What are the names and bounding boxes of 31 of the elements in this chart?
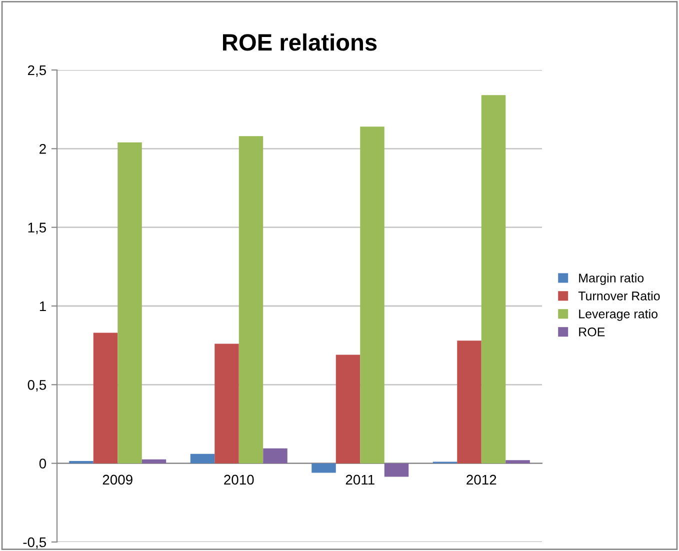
bar [384,463,409,477]
y-tick-label: 0 [39,458,46,469]
bar [118,142,142,464]
bar [69,460,94,464]
y-tick-label: 2,5 [28,65,46,77]
y-tick-label: 2 [40,144,46,154]
bar [263,448,288,464]
x-tick-label: 2011 [346,474,374,485]
bar [93,332,118,464]
bar [238,136,264,464]
legend-label: Margin ratio [579,273,644,285]
y-tick-label: 1 [40,301,46,312]
chart-title: ROE relations [223,33,377,51]
bar [360,126,384,464]
x-tick-label: 2010 [224,474,254,485]
bar [336,354,360,464]
x-tick-label: 2009 [102,474,132,485]
x-tick-label: 2012 [466,474,496,485]
legend-label: ROE [579,327,605,336]
bar [457,340,482,464]
bar [190,454,215,464]
y-tick-label: 0,5 [28,380,46,392]
legend-label: Leverage ratio [579,309,658,321]
bar [506,460,530,464]
bar [481,95,506,464]
bar [142,459,166,464]
bar [312,463,336,473]
legend-label: Turnover Ratio [578,291,660,300]
y-tick-label: 1,5 [28,222,46,234]
bar [214,344,239,464]
y-tick-label: -0,5 [23,537,46,549]
